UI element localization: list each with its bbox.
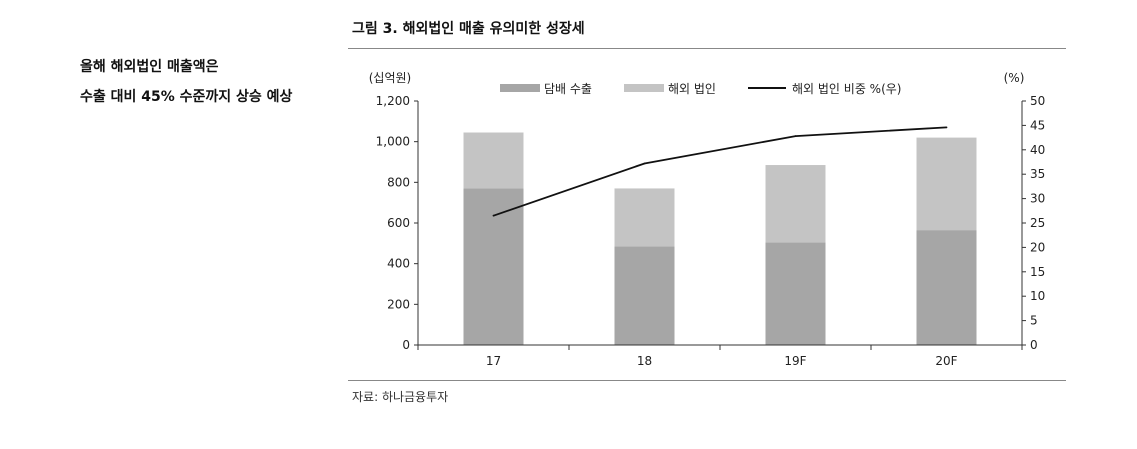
title-divider	[348, 48, 1066, 49]
x-tick-label: 20F	[935, 354, 957, 368]
y-axis-right-label: (%)	[1004, 71, 1025, 85]
line-overseas-share	[493, 126, 947, 217]
bar-export	[765, 242, 826, 345]
y-left-tick-label: 600	[387, 216, 410, 230]
y-left-tick-label: 1,000	[376, 135, 410, 149]
chart-legend: 담배 수출 해외 법인 해외 법인 비중 %(우)	[500, 82, 902, 96]
x-tick-label: 17	[486, 354, 501, 368]
y-right-tick-label: 50	[1030, 94, 1045, 108]
bar-export	[614, 246, 675, 345]
legend-swatch	[624, 84, 664, 92]
source-note: 자료: 하나금융투자	[352, 390, 449, 404]
y-right-tick-label: 0	[1030, 338, 1038, 352]
y-right-tick-label: 15	[1030, 265, 1045, 279]
y-right-tick-label: 30	[1030, 192, 1045, 206]
line-point	[492, 214, 495, 217]
y-left-tick-label: 200	[387, 297, 410, 311]
y-axis-left-label: (십억원)	[369, 71, 411, 85]
y-left-tick-label: 0	[402, 338, 410, 352]
source-divider	[348, 380, 1066, 381]
bar-export	[916, 230, 977, 345]
y-left-tick-label: 800	[387, 175, 410, 189]
x-tick-label: 18	[637, 354, 652, 368]
side-note-line-2: 수출 대비 45% 수준까지 상승 예상	[80, 89, 293, 105]
y-right-tick-label: 25	[1030, 216, 1045, 230]
legend-label: 해외 법인 비중 %(우)	[792, 82, 902, 96]
bar-line-chart: 0 200 400 600 800 1,000 1,200 0 5 10 15 20 25 30 35 40 4…	[369, 71, 1046, 368]
legend-label: 해외 법인	[668, 82, 716, 96]
bar-overseas	[614, 188, 675, 247]
y-right-tick-label: 10	[1030, 289, 1045, 303]
y-right-tick-label: 20	[1030, 240, 1045, 254]
bar-overseas	[916, 137, 977, 231]
y-right-tick-label: 35	[1030, 167, 1045, 181]
bar-export	[463, 188, 524, 345]
x-tick-label: 19F	[784, 354, 806, 368]
legend-swatch	[500, 84, 540, 92]
line-point	[643, 162, 646, 165]
y-left-tick-label: 400	[387, 257, 410, 271]
y-right-tick-label: 5	[1030, 314, 1038, 328]
y-left-tick-label: 1,200	[376, 94, 410, 108]
bar-overseas	[765, 165, 826, 243]
side-note: 올해 해외법인 매출액은 수출 대비 45% 수준까지 상승 예상	[80, 52, 292, 112]
line-point	[794, 135, 797, 138]
figure-title: 그림 3. 해외법인 매출 유의미한 성장세	[352, 21, 585, 37]
side-note-line-1: 올해 해외법인 매출액은	[80, 59, 219, 75]
bar-overseas	[463, 132, 524, 189]
y-right-tick-label: 45	[1030, 118, 1045, 132]
legend-label: 담배 수출	[544, 82, 592, 96]
y-right-tick-label: 40	[1030, 143, 1045, 157]
line-point	[945, 126, 948, 129]
